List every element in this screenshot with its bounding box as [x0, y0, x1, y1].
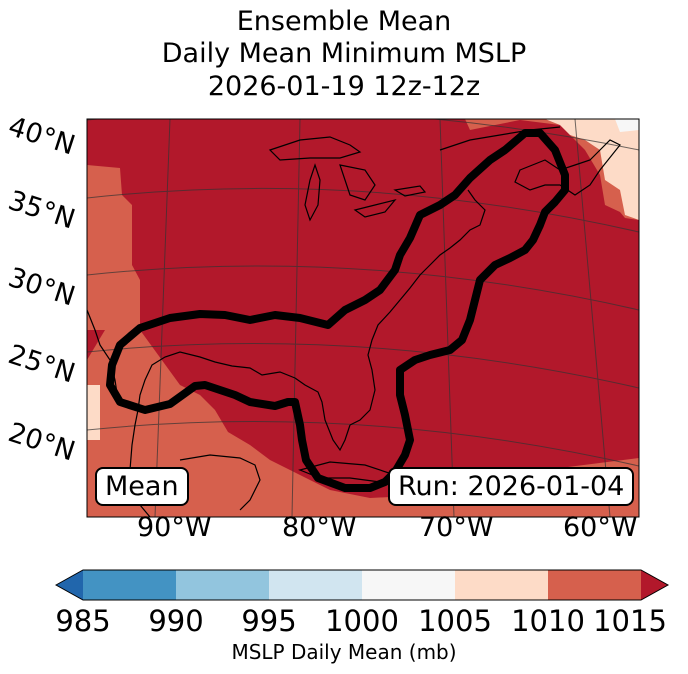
colorbar-tick-1000: 1000: [325, 604, 399, 638]
run-date-label-box: Run: 2026-01-04: [388, 467, 635, 506]
lake-huron-coast: [339, 164, 376, 201]
colorbar: [54, 569, 670, 601]
pressure-field-1000-1005-southwest: [87, 385, 100, 440]
colorbar-tick-1015: 1015: [593, 604, 667, 638]
graticule: [87, 119, 639, 517]
colorbar-tick-990: 990: [148, 604, 204, 638]
colorbar-tick-1010: 1010: [511, 604, 585, 638]
meridian-70w: [439, 119, 455, 517]
pressure-field-1005-1010-south: [87, 330, 639, 517]
meridian-60w: [574, 119, 611, 517]
lake-michigan-coast: [304, 163, 321, 222]
colorbar-segment-1005: [455, 570, 548, 600]
colorbar-segment-1000: [362, 570, 455, 600]
colorbar-segment-995: [269, 570, 362, 600]
parallel-40n: [87, 119, 639, 151]
lake-superior-coast: [268, 136, 362, 161]
yucatan-coast: [179, 454, 261, 511]
east-coast: [349, 189, 486, 426]
colorbar-segment-1010: [548, 570, 641, 600]
contour-1010-mb: [106, 129, 569, 492]
parallel-30n: [87, 265, 639, 311]
colorbar-extend-low: [56, 570, 83, 600]
lon-label-70w: 70°W: [419, 512, 494, 543]
title-line-3: 2026-01-19 12z-12z: [207, 71, 481, 102]
lon-label-60w: 60°W: [563, 512, 638, 543]
colorbar-segment-990: [176, 570, 269, 600]
lake-erie-coast: [353, 198, 397, 218]
lake-ontario-coast: [393, 185, 427, 197]
parallel-35n: [87, 187, 639, 233]
title-line-2: Daily Mean Minimum MSLP: [161, 38, 527, 69]
mean-label-box: Mean: [95, 467, 189, 506]
parallel-20n: [87, 420, 639, 467]
colorbar-tick-995: 995: [241, 604, 297, 638]
map-frame: [86, 118, 640, 518]
pressure-field-below-1000: [615, 119, 639, 132]
lon-label-80w: 80°W: [282, 512, 357, 543]
colorbar-tick-1005: 1005: [418, 604, 492, 638]
lon-label-90w: 90°W: [137, 512, 212, 543]
colorbar-segment-985: [83, 570, 176, 600]
maritimes-coast: [514, 139, 621, 196]
title-line-1: Ensemble Mean: [236, 6, 452, 37]
parallel-25n: [87, 342, 639, 389]
pressure-field-1005-1010-west: [87, 165, 140, 330]
map-panel: [87, 119, 639, 517]
colorbar-title: MSLP Daily Mean (mb): [231, 640, 457, 664]
colorbar-extend-high: [641, 570, 668, 600]
colorbar-outline: [54, 569, 670, 601]
colorbar-tick-985: 985: [55, 604, 111, 638]
pressure-field-1000-1005-northeast: [545, 119, 639, 220]
florida-coast: [294, 377, 351, 452]
mexico-west-coast: [87, 309, 119, 401]
